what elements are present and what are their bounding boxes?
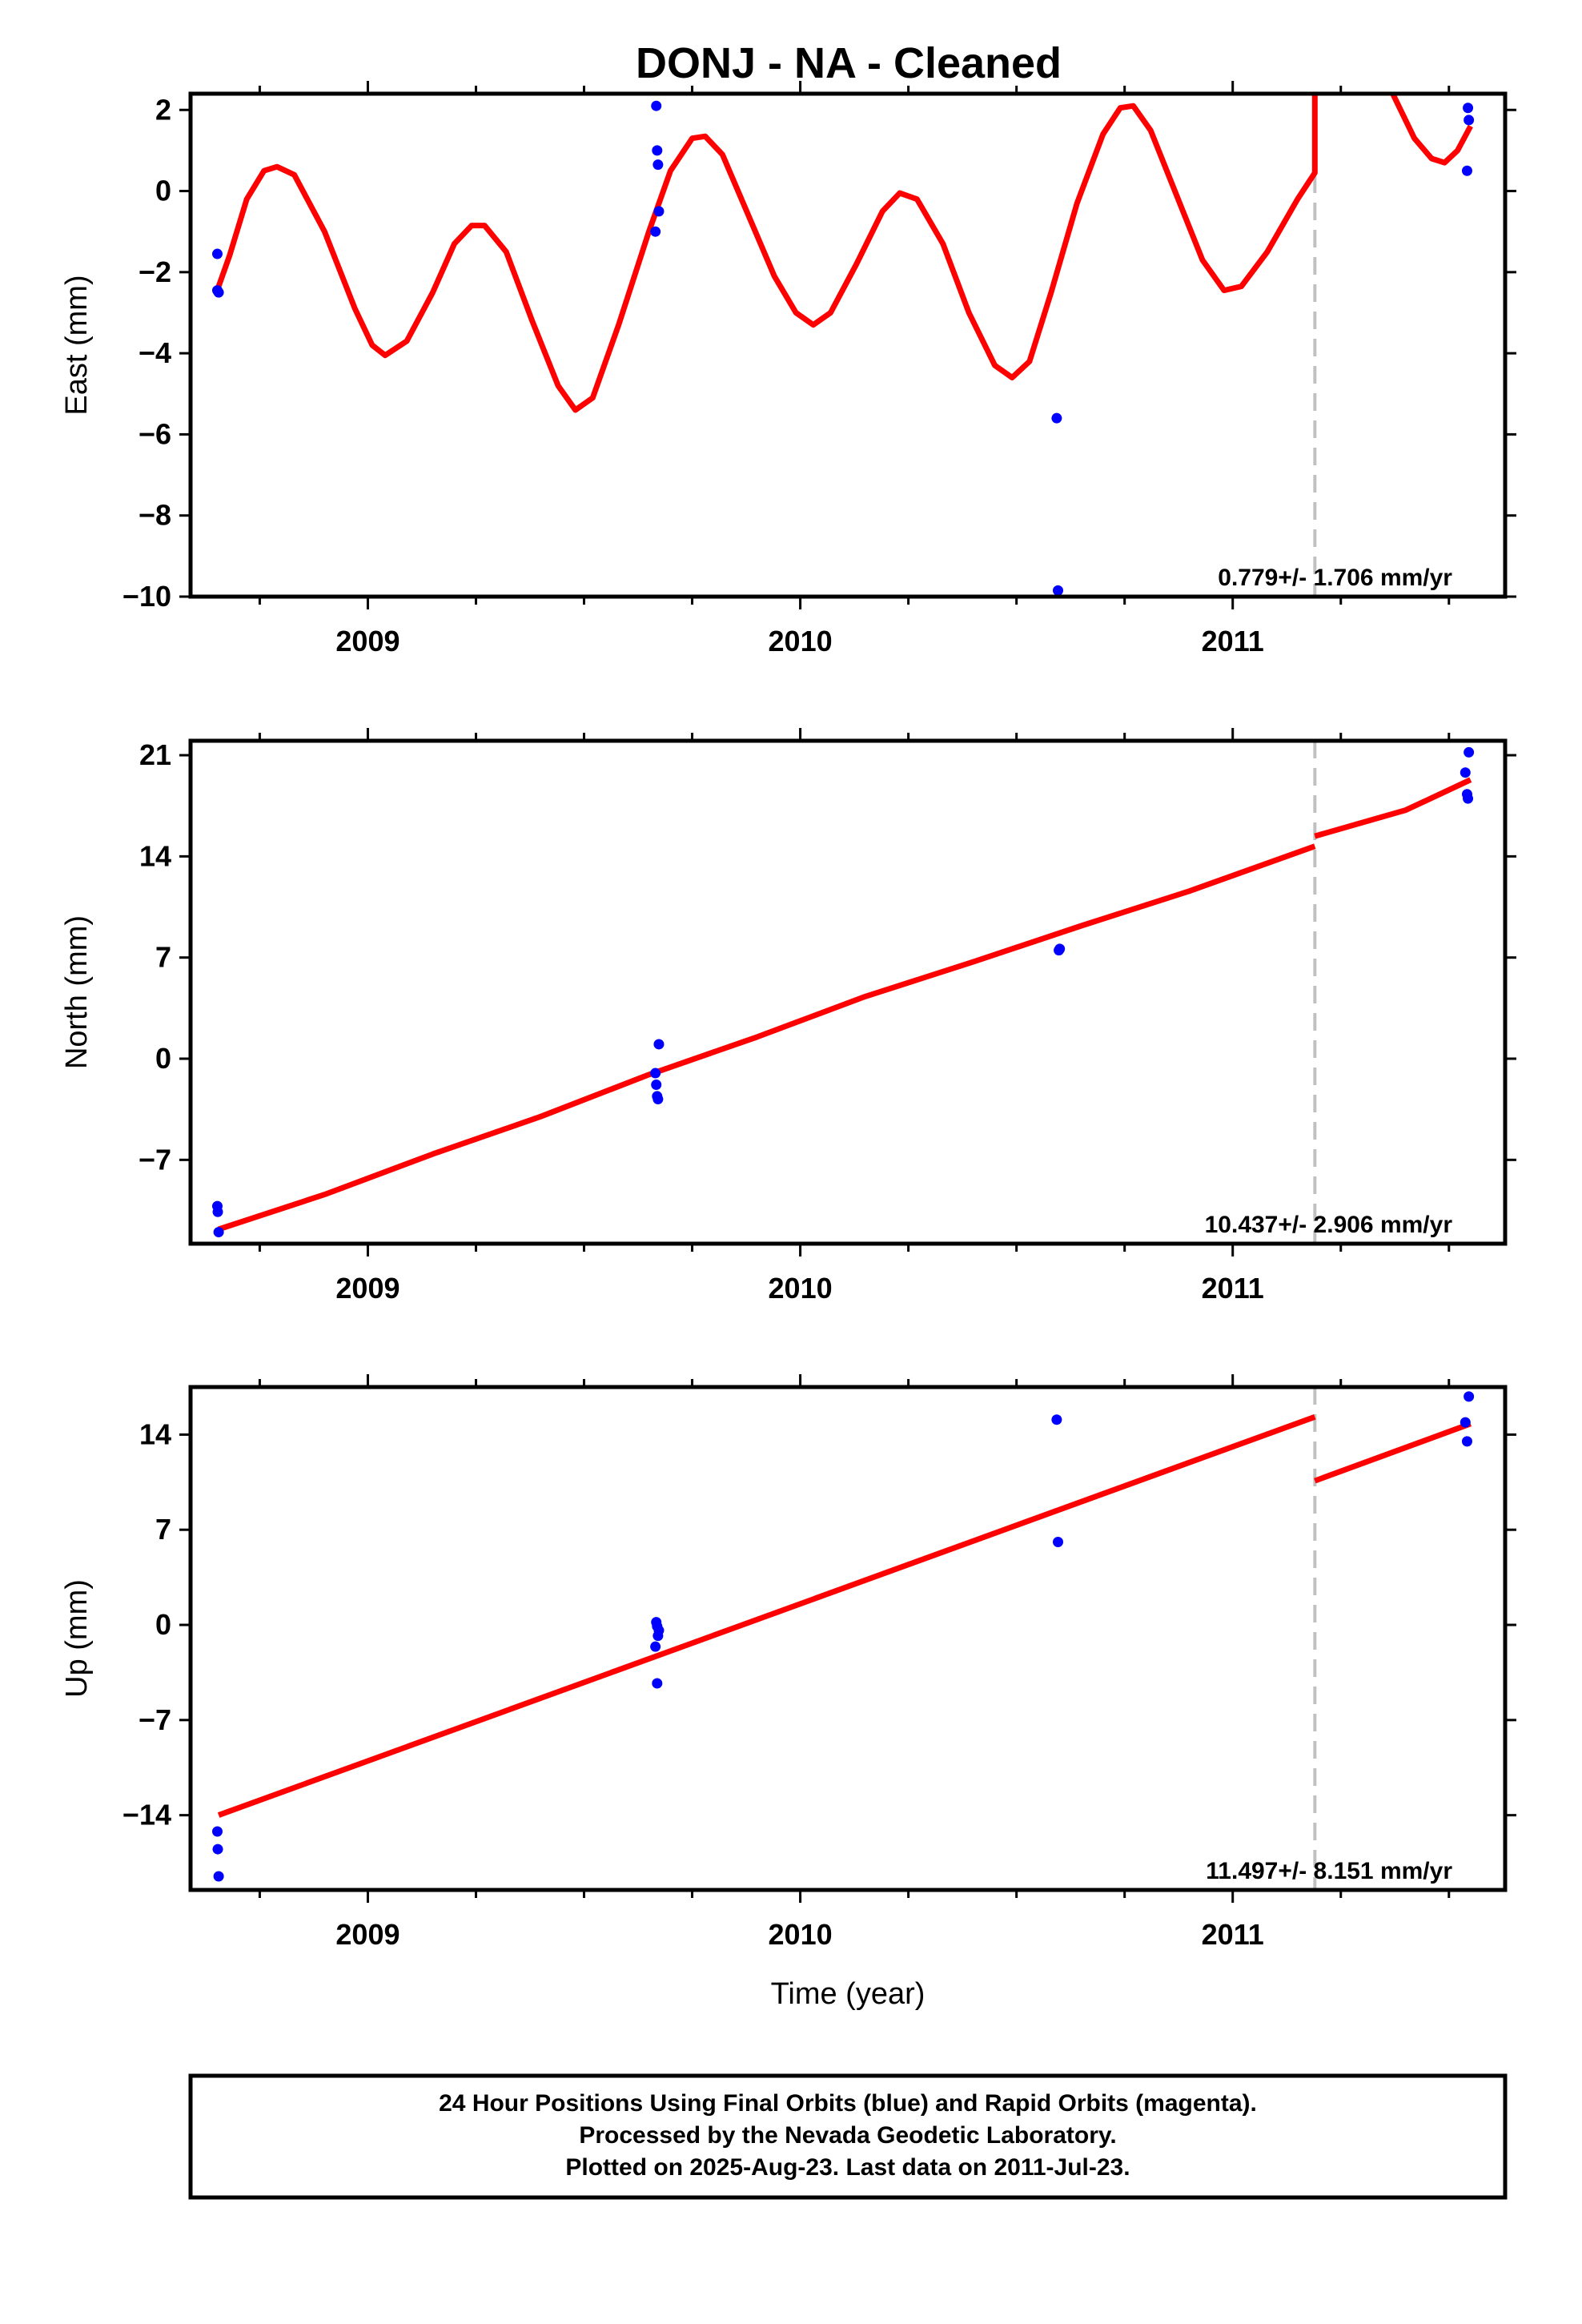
panel-frame — [188, 738, 1508, 1246]
x-tick-label: 2011 — [1202, 625, 1264, 657]
y-tick-label: −4 — [139, 336, 171, 369]
figure-title: DONJ - NA - Cleaned — [636, 39, 1062, 87]
rate-label: 0.779+/- 1.706 mm/yr — [1218, 565, 1452, 591]
x-tick-label: 2009 — [335, 1918, 400, 1951]
data-point — [1461, 1436, 1472, 1447]
data-point — [1464, 746, 1475, 758]
y-tick-label: 14 — [139, 839, 171, 872]
data-point — [213, 287, 224, 298]
y-tick-label: 14 — [139, 1417, 171, 1450]
panel-east: 2 0 −2 −4 −6 −8 −10 2009 2010 2011 East (mm) 0.779+… — [60, 81, 1516, 657]
x-tick-label: 2010 — [769, 1918, 833, 1951]
data-points — [211, 746, 1475, 1238]
y-tick-label: 7 — [155, 941, 171, 974]
model-curve-group — [218, 777, 1472, 1232]
data-points — [211, 1391, 1475, 1882]
data-point — [1464, 115, 1475, 126]
y-tick-label: −7 — [139, 1703, 171, 1736]
y-tick-label: 0 — [155, 1042, 171, 1075]
footer-box: 24 Hour Positions Using Final Orbits (bl… — [188, 2073, 1508, 2200]
footer-line-1: 24 Hour Positions Using Final Orbits (bl… — [439, 2090, 1257, 2117]
y-axis-label: East (mm) — [60, 275, 94, 415]
data-point — [1463, 103, 1474, 114]
data-point — [1460, 767, 1471, 778]
data-point — [1461, 165, 1472, 176]
data-points — [211, 100, 1475, 596]
model-curve-after-offset — [1314, 1421, 1472, 1484]
data-point — [652, 145, 663, 156]
model-curve — [215, 94, 1318, 413]
y-tick-label: −14 — [122, 1799, 171, 1831]
data-point — [653, 1625, 665, 1636]
x-tick-label: 2010 — [769, 1272, 833, 1305]
model-curve-after-offset — [1314, 777, 1472, 839]
footer-line-3: Plotted on 2025-Aug-23. Last data on 201… — [565, 2154, 1130, 2181]
y-tick-label: 0 — [155, 175, 171, 207]
y-tick-label: 21 — [139, 738, 171, 771]
y-tick-label: 0 — [155, 1608, 171, 1641]
rate-label: 11.497+/- 8.151 mm/yr — [1206, 1858, 1452, 1884]
x-tick-label: 2011 — [1202, 1272, 1264, 1305]
data-point — [652, 1678, 663, 1689]
y-tick-label: 7 — [155, 1513, 171, 1546]
panels: 2 0 −2 −4 −6 −8 −10 2009 2010 2011 East (mm) 0.779+… — [60, 81, 1516, 2011]
y-tick-label: −8 — [139, 499, 171, 532]
data-point — [1460, 1417, 1471, 1428]
model-curve-after-offset — [1390, 94, 1473, 166]
x-tick-label: 2009 — [335, 1272, 400, 1305]
panel-north: 21 14 7 0 −7 2009 2010 2011 North (mm) 10.437+/- … — [60, 728, 1516, 1305]
data-point — [211, 248, 223, 259]
data-point — [652, 159, 664, 171]
data-point — [211, 1826, 223, 1837]
data-point — [213, 1871, 224, 1882]
data-point — [212, 1844, 223, 1855]
y-axis-label: North (mm) — [60, 915, 94, 1069]
rate-label: 10.437+/- 2.906 mm/yr — [1205, 1212, 1453, 1238]
footer-frame — [188, 2073, 1508, 2200]
y-tick-label: −2 — [139, 255, 171, 288]
data-point — [652, 1094, 664, 1105]
data-point — [653, 1039, 665, 1050]
y-tick-label: 2 — [155, 93, 171, 126]
data-point — [650, 1068, 661, 1079]
panel-frame — [188, 91, 1508, 599]
data-point — [1053, 1536, 1064, 1547]
y-tick-label: −6 — [139, 417, 171, 450]
y-tick-label: −7 — [139, 1143, 171, 1176]
data-point — [1051, 412, 1062, 424]
data-point — [1051, 1414, 1062, 1425]
x-tick-label: 2011 — [1202, 1918, 1264, 1951]
x-tick-label: 2010 — [769, 625, 833, 657]
data-point — [651, 100, 662, 111]
footer-line-2: Processed by the Nevada Geodetic Laborat… — [579, 2122, 1116, 2149]
data-point — [653, 206, 665, 217]
data-point — [1464, 1391, 1475, 1402]
model-curve — [218, 843, 1316, 1232]
data-point — [1053, 585, 1064, 596]
y-axis-label: Up (mm) — [60, 1579, 94, 1698]
data-point — [213, 1227, 224, 1238]
panel-up: 14 7 0 −7 −14 2009 2010 2011 Up (mm) 11.497+/- 8.… — [60, 1374, 1516, 2011]
data-point — [1054, 943, 1066, 955]
data-point — [650, 1641, 661, 1652]
x-axis-label: Time (year) — [771, 1977, 926, 2011]
data-point — [651, 1079, 662, 1090]
data-point — [650, 226, 661, 237]
y-tick-label: −10 — [122, 580, 171, 613]
panel-frame — [188, 1385, 1508, 1892]
data-point — [1463, 793, 1474, 804]
data-point — [212, 1206, 223, 1217]
model-curve — [217, 1414, 1316, 1818]
model-curve-group — [215, 94, 1473, 413]
model-curve-group — [217, 1414, 1472, 1818]
x-tick-label: 2009 — [335, 625, 400, 657]
